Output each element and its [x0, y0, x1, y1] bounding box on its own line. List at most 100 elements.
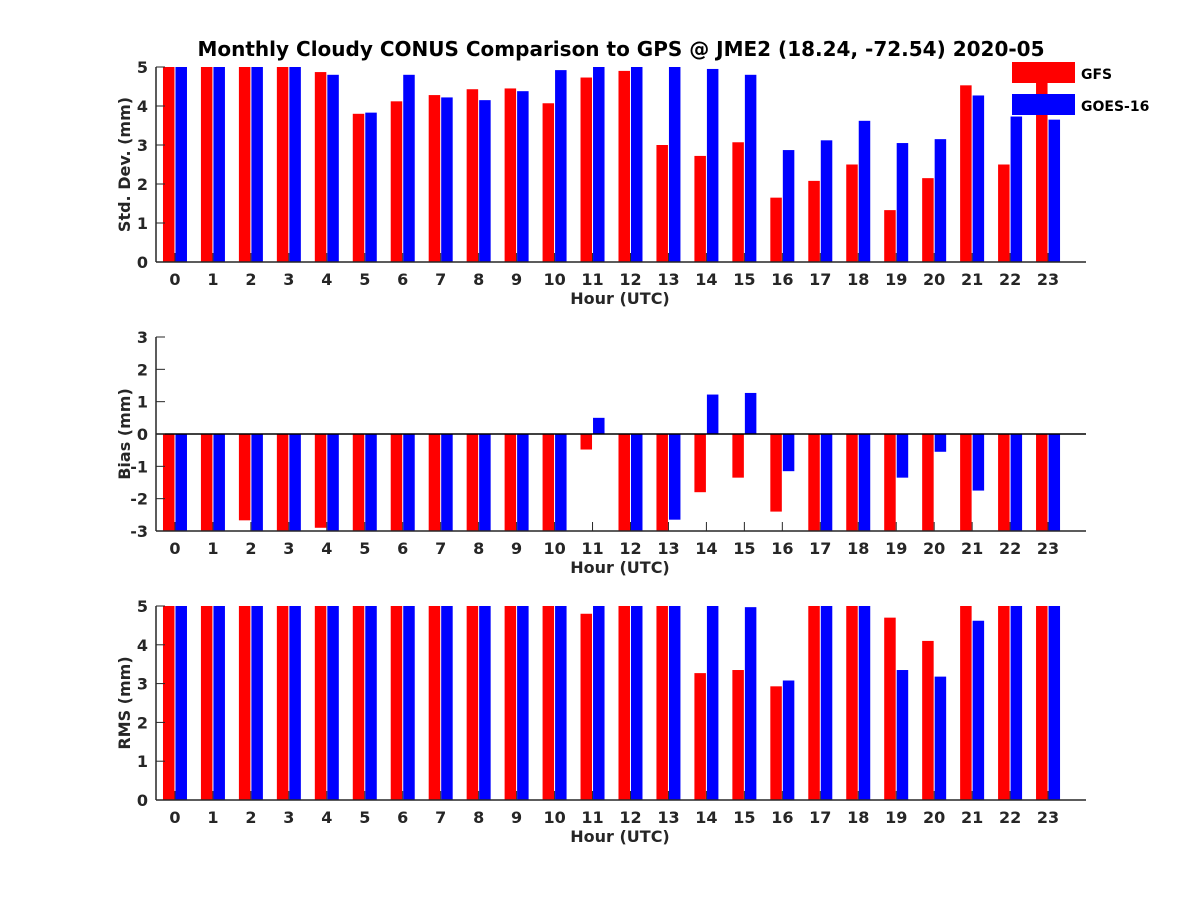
x-tick-label: 2	[245, 808, 256, 827]
bar-goes16-hour-6	[403, 434, 415, 531]
bar-goes16-hour-11	[593, 606, 605, 800]
bar-gfs-hour-15	[732, 434, 744, 478]
bar-goes16-hour-20	[934, 139, 947, 262]
y-tick-label: 1	[137, 393, 148, 412]
bar-goes16-hour-22	[1010, 116, 1023, 262]
bar-gfs-hour-17	[808, 434, 820, 531]
x-tick-label: 8	[473, 270, 484, 289]
bar-goes16-hour-7	[441, 97, 453, 262]
y-tick-label: 1	[137, 214, 148, 233]
x-tick-label: 16	[771, 270, 793, 289]
bar-gfs-hour-22	[998, 606, 1010, 800]
bar-gfs-hour-18	[846, 434, 858, 531]
x-tick-label: 0	[169, 270, 180, 289]
y-tick-label: -3	[130, 522, 148, 541]
x-tick-label: 8	[473, 808, 484, 827]
bar-gfs-hour-23	[1036, 434, 1048, 531]
bar-gfs-hour-13	[656, 145, 668, 262]
bar-goes16-hour-12	[630, 606, 643, 800]
bar-goes16-hour-4	[327, 434, 339, 531]
x-tick-label: 1	[207, 539, 218, 558]
x-tick-label: 19	[885, 270, 907, 289]
bar-goes16-hour-13	[668, 434, 681, 520]
bar-gfs-hour-22	[998, 434, 1010, 531]
x-tick-label: 22	[999, 270, 1021, 289]
x-tick-label: 3	[283, 270, 294, 289]
x-tick-label: 8	[473, 539, 484, 558]
bar-goes16-hour-12	[630, 434, 643, 531]
bar-gfs-hour-2	[238, 434, 251, 521]
bar-gfs-hour-14	[694, 155, 706, 262]
x-tick-label: 16	[771, 808, 793, 827]
y-tick-label: 3	[137, 136, 148, 155]
bar-gfs-hour-20	[922, 434, 934, 531]
x-tick-label: 9	[511, 539, 522, 558]
bar-gfs-hour-3	[276, 434, 289, 531]
bar-goes16-hour-13	[668, 606, 681, 800]
bar-gfs-hour-23	[1036, 606, 1048, 800]
y-tick-label: 0	[137, 791, 148, 810]
y-tick-label: 5	[137, 597, 148, 616]
x-tick-label: 13	[657, 270, 679, 289]
x-tick-label: 23	[1037, 539, 1059, 558]
bar-goes16-hour-8	[479, 100, 491, 263]
bar-gfs-hour-13	[656, 606, 668, 800]
bar-goes16-hour-10	[555, 70, 567, 263]
bar-gfs-hour-3	[276, 606, 289, 800]
bar-gfs-hour-19	[884, 434, 896, 531]
bar-goes16-hour-19	[896, 143, 909, 262]
bar-gfs-hour-1	[200, 67, 213, 262]
bar-gfs-hour-12	[618, 434, 630, 531]
bar-gfs-hour-10	[542, 103, 555, 263]
bar-gfs-hour-11	[580, 613, 593, 800]
bar-goes16-hour-22	[1010, 606, 1023, 800]
bar-goes16-hour-14	[706, 394, 719, 434]
x-tick-label: 6	[397, 808, 408, 827]
x-tick-label: 1	[207, 808, 218, 827]
bar-gfs-hour-8	[466, 89, 479, 262]
bar-goes16-hour-4	[327, 74, 339, 262]
bar-gfs-hour-5	[352, 434, 365, 531]
bar-goes16-hour-23	[1048, 606, 1061, 800]
bar-goes16-hour-16	[782, 434, 795, 472]
y-tick-label: 4	[137, 97, 148, 116]
bar-gfs-hour-2	[238, 606, 251, 800]
x-tick-label: 22	[999, 539, 1021, 558]
bar-goes16-hour-18	[858, 120, 871, 262]
bar-gfs-hour-18	[846, 164, 858, 262]
y-tick-label: 0	[137, 425, 148, 444]
x-tick-label: 10	[543, 808, 565, 827]
figure-title: Monthly Cloudy CONUS Comparison to GPS @…	[197, 37, 1044, 61]
x-tick-label: 11	[581, 808, 603, 827]
x-tick-label: 9	[511, 270, 522, 289]
bar-gfs-hour-19	[884, 210, 896, 262]
x-tick-label: 7	[435, 270, 446, 289]
x-tick-label: 15	[733, 539, 755, 558]
bar-gfs-hour-9	[504, 606, 517, 800]
legend-label-gfs: GFS	[1081, 67, 1112, 83]
bar-goes16-hour-3	[289, 67, 301, 262]
x-tick-label: 17	[809, 270, 831, 289]
y-axis-label: RMS (mm)	[115, 656, 134, 749]
bar-gfs-hour-8	[466, 434, 479, 531]
panel-1: 0 1 2 3 4 5 6 7 8 9 10 11 12 13 14 15 16 17 18 19 20 21 22 2301…	[115, 58, 1086, 308]
x-tick-label: 2	[245, 270, 256, 289]
x-tick-label: 19	[885, 808, 907, 827]
x-axis-label: Hour (UTC)	[570, 558, 670, 577]
bar-goes16-hour-21	[972, 434, 985, 491]
x-tick-label: 3	[283, 808, 294, 827]
bar-goes16-hour-15	[744, 607, 757, 800]
x-tick-label: 18	[847, 539, 869, 558]
y-axis-label: Std. Dev. (mm)	[115, 97, 134, 232]
x-tick-label: 10	[543, 539, 565, 558]
bar-gfs-hour-13	[656, 434, 668, 531]
bar-goes16-hour-13	[668, 67, 681, 262]
bar-goes16-hour-17	[820, 140, 833, 262]
bar-gfs-hour-11	[580, 77, 593, 262]
x-tick-label: 20	[923, 270, 945, 289]
bar-gfs-hour-5	[352, 606, 365, 800]
x-tick-label: 17	[809, 539, 831, 558]
x-tick-label: 1	[207, 270, 218, 289]
x-tick-label: 11	[581, 270, 603, 289]
